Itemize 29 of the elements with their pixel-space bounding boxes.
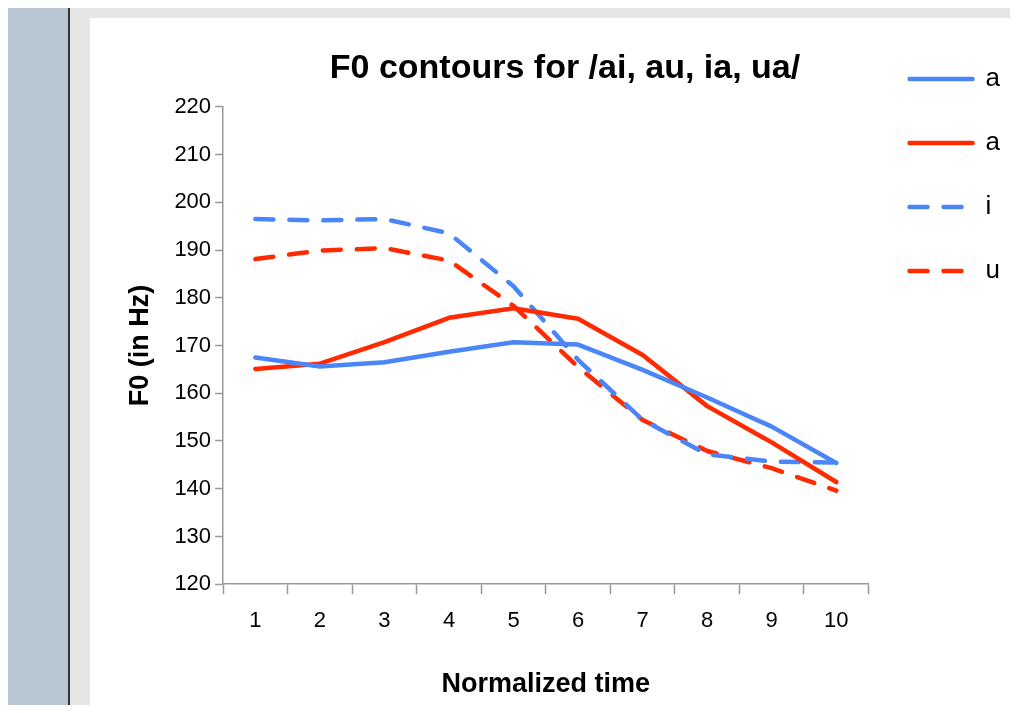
x-tick-label: 9 [765,607,778,633]
legend-label: i [985,190,992,221]
legend-label: u [985,254,1001,285]
chart-title: F0 contours for /ai, au, ia, ua/ [329,46,801,85]
y-tick-label: 200 [174,188,212,214]
x-tick-label: 8 [701,607,714,633]
x-tick-label: 10 [824,607,849,633]
x-tick-label: 3 [378,607,391,633]
line-series [253,245,839,493]
x-tick-label: 4 [442,607,456,633]
y-tick-label: 210 [174,140,212,166]
y-tick-label: 170 [174,331,212,357]
y-tick-label: 180 [174,283,212,309]
legend-label: a [985,126,1001,157]
x-tick-label: 7 [636,607,649,633]
x-axis-title: Normalized time [441,668,651,699]
y-tick-label: 220 [174,92,212,118]
y-tick-label: 120 [174,570,212,596]
x-tick-label: 6 [571,607,585,633]
x-tick-label: 5 [507,607,520,633]
y-tick-label: 140 [174,474,212,500]
y-tick-label: 160 [174,379,212,405]
y-axis-title: F0 (in Hz) [123,284,154,407]
y-tick-label: 150 [174,427,212,453]
x-tick-label: 1 [249,607,262,633]
legend-label: a [985,62,1001,93]
x-tick-label: 2 [313,607,327,633]
y-tick-label: 130 [174,522,212,548]
y-tick-label: 190 [174,236,212,262]
